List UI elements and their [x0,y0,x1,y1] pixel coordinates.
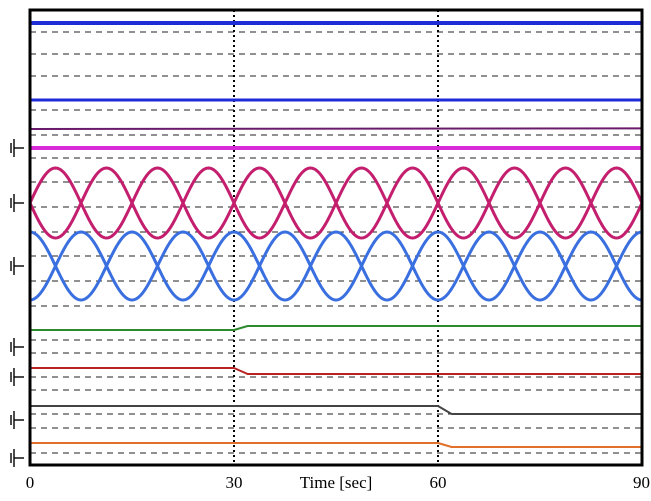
series-line [30,442,642,448]
plot-frame [28,8,644,467]
ground-icon [10,257,24,275]
x-axis-title: Time [sec] [300,473,373,492]
series-line [30,367,642,375]
series-lines [28,21,644,448]
ground-icon [10,368,24,386]
series-line [30,405,642,415]
x-tick-label: 60 [430,473,447,492]
ground-icon [10,411,24,429]
ground-icon [10,338,24,356]
ground-icon [10,139,24,157]
ground-icon [10,449,24,467]
series-line [30,325,642,331]
ground-symbols [10,139,24,467]
series-line [28,166,644,240]
series-line [29,230,643,302]
series-line [29,127,643,130]
x-tick-labels: 0 30 60 90 [26,473,650,492]
x-tick-label: 30 [226,473,243,492]
grid-lines [30,31,642,454]
x-tick-label: 0 [26,473,35,492]
event-markers [233,10,439,465]
ground-icon [10,194,24,212]
x-tick-label: 90 [633,473,650,492]
series-line [29,230,643,302]
